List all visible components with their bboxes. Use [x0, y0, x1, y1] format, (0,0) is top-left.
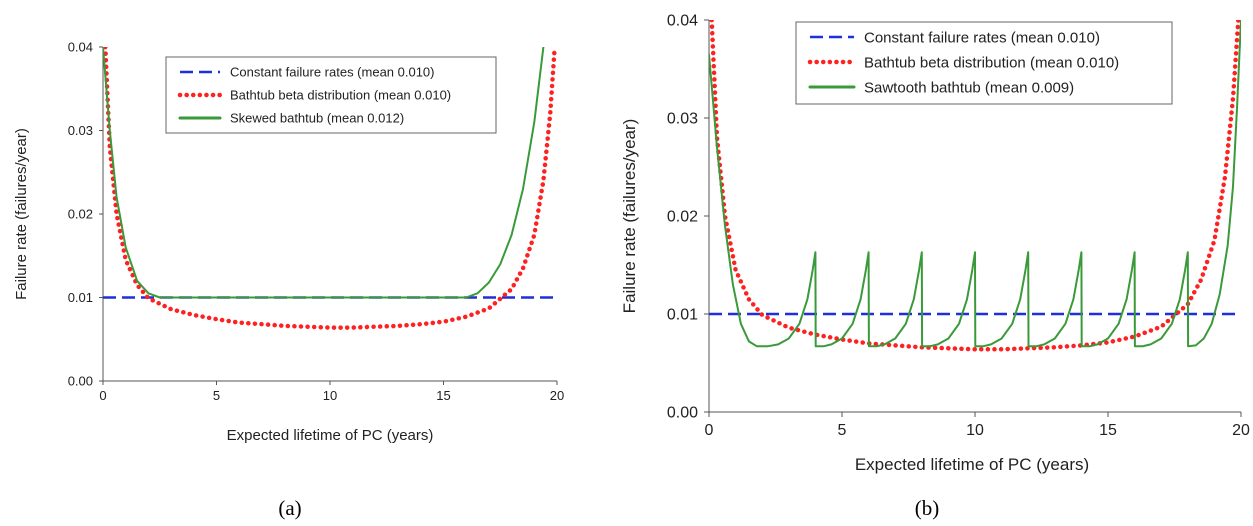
- axes-b: 0 5 10 15 20 0.00 0.01 0.02 0.03 0.04: [667, 13, 1250, 439]
- panel-caption-b: (b): [915, 496, 940, 520]
- y-tick-label: 0.02: [68, 207, 93, 222]
- x-tick-label: 20: [1232, 422, 1250, 439]
- series-line-solid: [103, 47, 545, 299]
- x-axis-label-b: Expected lifetime of PC (years): [855, 455, 1089, 474]
- series-line-solid: [709, 20, 1241, 348]
- y-tick-label: 0.04: [667, 13, 698, 30]
- y-tick-label: 0.02: [667, 209, 698, 226]
- x-tick-label: 20: [550, 388, 564, 403]
- x-tick-label: 5: [838, 422, 847, 439]
- x-tick-label: 10: [966, 422, 984, 439]
- x-tick-label: 5: [213, 388, 220, 403]
- series-group-b: [709, 20, 1241, 352]
- panel-caption-a: (a): [278, 496, 301, 520]
- legend-label: Skewed bathtub (mean 0.012): [230, 111, 404, 126]
- y-tick-label: 0.00: [667, 405, 698, 422]
- chart-panel-b: 0 5 10 15 20 0.00 0.01 0.02 0.03 0.04 Constant fa…: [620, 13, 1250, 520]
- y-tick-label: 0.01: [68, 290, 93, 305]
- x-tick-label: 0: [99, 388, 106, 403]
- legend-label: Sawtooth bathtub (mean 0.009): [864, 79, 1074, 96]
- y-axis-label-b: Failure rate (failures/year): [620, 119, 639, 314]
- y-tick-label: 0.03: [667, 111, 698, 128]
- x-tick-label: 10: [323, 388, 337, 403]
- y-tick-label: 0.01: [667, 307, 698, 324]
- series-group-a: [103, 47, 557, 330]
- y-axis-label-a: Failure rate (failures/year): [13, 128, 30, 300]
- x-tick-label: 0: [705, 422, 714, 439]
- series-line-dotted: [709, 20, 1241, 352]
- x-tick-label: 15: [1099, 422, 1117, 439]
- legend-box: [165, 56, 497, 134]
- legend-label: Bathtub beta distribution (mean 0.010): [230, 88, 451, 103]
- legend-box: [795, 21, 1173, 105]
- y-tick-label: 0.04: [68, 40, 93, 55]
- chart-panel-a: 0 5 10 15 20 0.00 0.01 0.02 0.03 0.04 Constant fa…: [13, 40, 564, 520]
- legend-a: Constant failure rates (mean 0.010) Batht…: [165, 56, 497, 134]
- legend-label: Bathtub beta distribution (mean 0.010): [864, 54, 1119, 71]
- y-tick-label: 0.03: [68, 123, 93, 138]
- legend-label: Constant failure rates (mean 0.010): [864, 29, 1100, 46]
- legend-b: Constant failure rates (mean 0.010) Batht…: [795, 21, 1173, 105]
- x-tick-label: 15: [436, 388, 450, 403]
- x-axis-label-a: Expected lifetime of PC (years): [227, 427, 434, 444]
- y-tick-label: 0.00: [68, 374, 93, 389]
- legend-label: Constant failure rates (mean 0.010): [230, 65, 435, 80]
- axes-a: 0 5 10 15 20 0.00 0.01 0.02 0.03 0.04: [68, 40, 565, 403]
- series-line-dotted: [103, 47, 557, 330]
